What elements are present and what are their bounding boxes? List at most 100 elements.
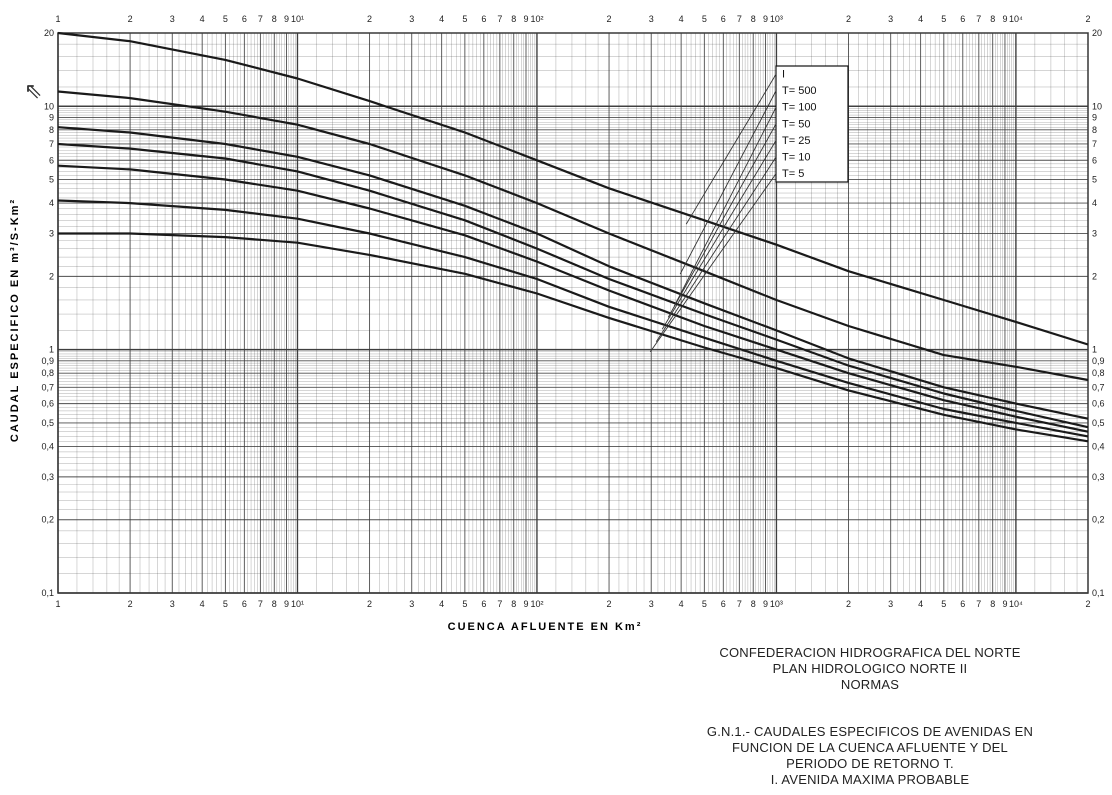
- y-tick-label-right: 0,5: [1092, 418, 1105, 428]
- y-axis-label: CAUDAL ESPECIFICO EN m³/S-Km²: [9, 198, 21, 442]
- x-tick-label-bottom: 8: [511, 599, 516, 609]
- legend-connector: [649, 173, 777, 353]
- x-tick-label-top: 7: [258, 14, 263, 24]
- x-tick-label-bottom: 2: [607, 599, 612, 609]
- series-line: [57, 31, 1089, 346]
- x-tick-label-bottom: 8: [272, 599, 277, 609]
- y-tick-label-right: 0,2: [1092, 515, 1105, 525]
- y-tick-label-right: 0,3: [1092, 472, 1105, 482]
- x-tick-label-bottom: 7: [258, 599, 263, 609]
- x-tick-label-top: 7: [497, 14, 502, 24]
- legend-connector: [685, 74, 777, 225]
- x-tick-label-bottom: 10²: [530, 599, 543, 609]
- x-tick-label-bottom: 4: [200, 599, 205, 609]
- x-tick-label-top: 9: [523, 14, 528, 24]
- x-tick-label-bottom: 3: [888, 599, 893, 609]
- legend-label: T= 500: [782, 85, 817, 97]
- y-tick-label-left: 0,7: [41, 382, 54, 392]
- x-tick-label-bottom: 5: [223, 599, 228, 609]
- curves: [57, 31, 1089, 443]
- y-tick-label-right: 7: [1092, 139, 1097, 149]
- x-tick-label-bottom: 6: [242, 599, 247, 609]
- legend-connector: [679, 90, 777, 275]
- x-tick-label-top: 10³: [770, 14, 783, 24]
- y-tick-label-left: 0,2: [41, 515, 54, 525]
- legend-label: T= 5: [782, 168, 804, 180]
- x-tick-label-top: 9: [284, 14, 289, 24]
- y-tick-label-right: 5: [1092, 175, 1097, 185]
- series-line: [58, 232, 1089, 443]
- legend-label: T= 50: [782, 118, 810, 130]
- x-tick-label-top: 4: [918, 14, 923, 24]
- x-tick-label-bottom: 10³: [770, 599, 783, 609]
- y-tick-label-left: 0,1: [41, 588, 54, 598]
- legend-label: I: [782, 69, 785, 81]
- x-tick-label-top: 2: [1085, 14, 1090, 24]
- x-tick-label-bottom: 5: [462, 599, 467, 609]
- legend-box: [775, 65, 849, 183]
- y-tick-label-left: 4: [49, 198, 54, 208]
- x-tick-label-bottom: 10⁴: [1009, 599, 1023, 609]
- x-tick-label-bottom: 5: [702, 599, 707, 609]
- x-tick-label-top: 4: [439, 14, 444, 24]
- y-tick-label-right: 0,6: [1092, 399, 1105, 409]
- caption-org-line-3: NORMAS: [840, 677, 900, 692]
- x-tick-label-top: 6: [721, 14, 726, 24]
- x-tick-label-bottom: 2: [367, 599, 372, 609]
- x-tick-label-bottom: 9: [523, 599, 528, 609]
- series-line: [57, 199, 1089, 438]
- caption-figure: G.N.1.- CAUDALES ESPECIFICOS DE AVENIDAS…: [640, 724, 1100, 788]
- y-tick-label-left: 5: [49, 175, 54, 185]
- y-tick-label-left: 9: [49, 112, 54, 122]
- x-tick-label-top: 10⁴: [1009, 14, 1023, 24]
- x-tick-label-bottom: 7: [976, 599, 981, 609]
- y-tick-label-right: 6: [1092, 155, 1097, 165]
- x-tick-label-bottom: 8: [990, 599, 995, 609]
- caption-fig-line-3: PERIODO DE RETORNO T.: [786, 756, 954, 771]
- y-tick-label-left: 2: [49, 271, 54, 281]
- x-tick-label-bottom: 4: [918, 599, 923, 609]
- x-tick-label-top: 4: [200, 14, 205, 24]
- y-tick-label-right: 0,8: [1092, 368, 1105, 378]
- x-tick-label-top: 9: [763, 14, 768, 24]
- caption-organization: CONFEDERACION HIDROGRAFICA DEL NORTE PLA…: [640, 645, 1100, 693]
- y-tick-label-right: 0,1: [1092, 588, 1105, 598]
- x-tick-label-top: 6: [481, 14, 486, 24]
- x-tick-label-bottom: 3: [409, 599, 414, 609]
- legend: I T= 500 T= 100 T= 50 T= 25 T= 10 T= 5: [649, 65, 849, 353]
- x-tick-label-bottom: 7: [737, 599, 742, 609]
- x-tick-label-top: 2: [128, 14, 133, 24]
- x-tick-label-top: 3: [649, 14, 654, 24]
- y-tick-label-right: 0,9: [1092, 356, 1105, 366]
- x-tick-label-top: 7: [976, 14, 981, 24]
- legend-label: T= 10: [782, 151, 810, 163]
- x-axis-label: CUENCA AFLUENTE EN Km²: [448, 621, 643, 633]
- x-tick-label-bottom: 4: [439, 599, 444, 609]
- x-tick-label-top: 5: [702, 14, 707, 24]
- y-tick-label-left: 0,3: [41, 472, 54, 482]
- y-tick-label-left: 8: [49, 125, 54, 135]
- x-tick-label-top: 9: [1002, 14, 1007, 24]
- x-tick-label-bottom: 9: [763, 599, 768, 609]
- caption-fig-line-1: G.N.1.- CAUDALES ESPECIFICOS DE AVENIDAS…: [706, 724, 1034, 739]
- x-tick-label-top: 8: [511, 14, 516, 24]
- x-tick-label-top: 10¹: [291, 14, 304, 24]
- x-tick-label-top: 5: [941, 14, 946, 24]
- x-tick-label-top: 2: [607, 14, 612, 24]
- y-tick-label-right: 20: [1092, 28, 1102, 38]
- y-tick-label-left: 7: [49, 139, 54, 149]
- x-tick-label-top: 6: [242, 14, 247, 24]
- x-tick-label-top: 4: [679, 14, 684, 24]
- x-tick-label-bottom: 3: [649, 599, 654, 609]
- y-tick-label-left: 3: [49, 229, 54, 239]
- x-tick-label-top: 5: [462, 14, 467, 24]
- series-line: [57, 90, 1089, 382]
- x-tick-label-top: 10²: [530, 14, 543, 24]
- y-tick-label-right: 10: [1092, 101, 1102, 111]
- y-tick-label-left: 0,8: [41, 368, 54, 378]
- x-tick-label-top: 2: [367, 14, 372, 24]
- grid: [57, 32, 1089, 594]
- legend-label: T= 100: [782, 102, 817, 114]
- y-tick-label-right: 1: [1092, 345, 1097, 355]
- y-tick-label-right: 0,4: [1092, 441, 1105, 451]
